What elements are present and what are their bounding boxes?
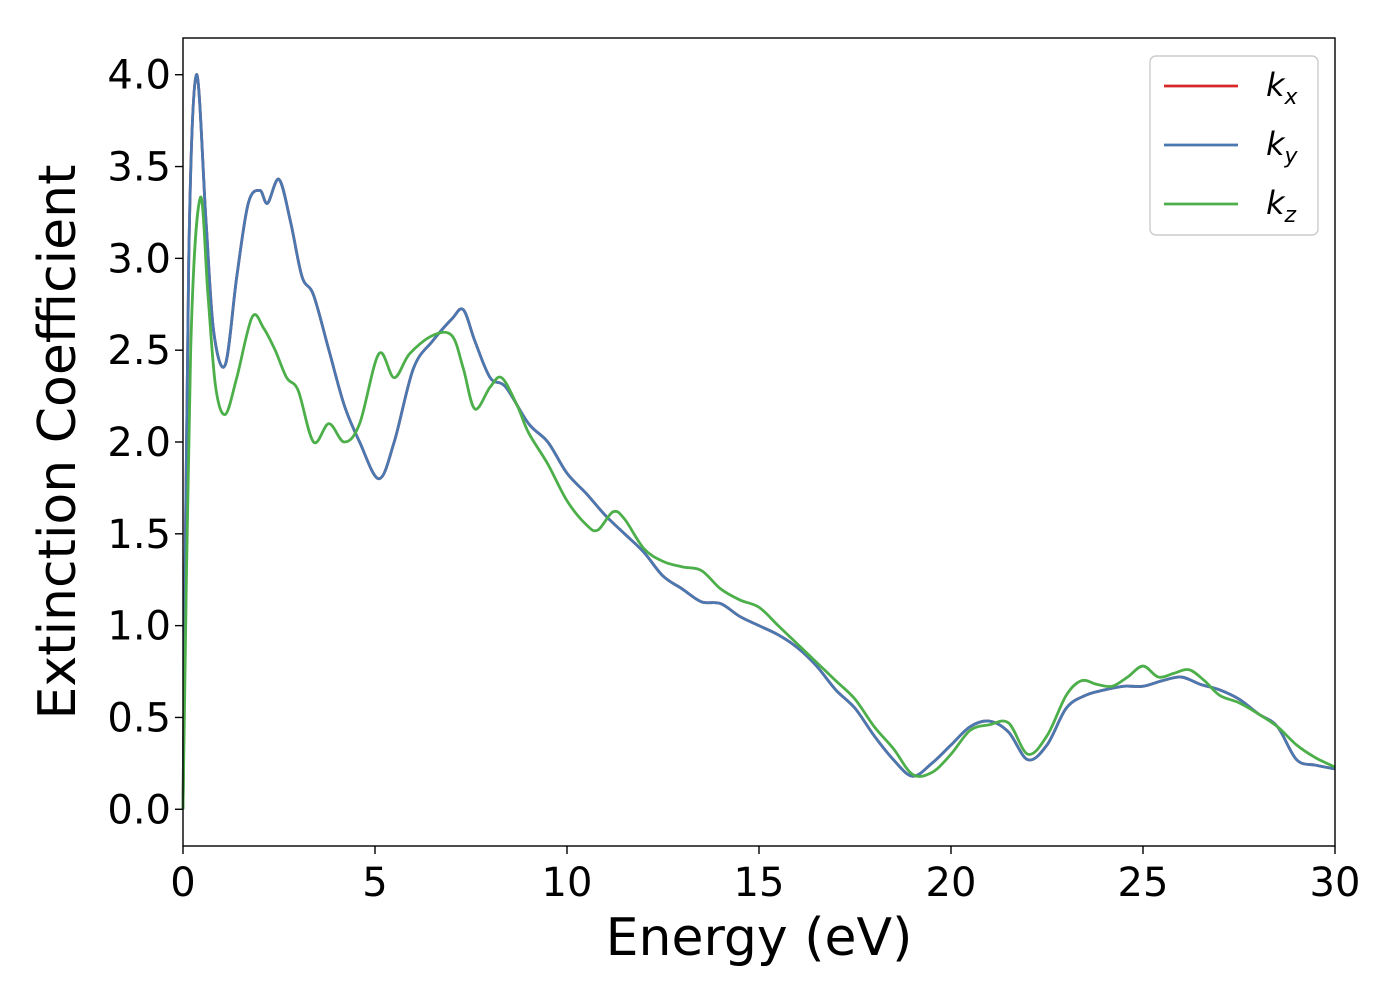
x-tick-label: 20 <box>926 860 977 906</box>
legend: kx ky kz <box>1149 55 1319 236</box>
y-tick-label: 0.0 <box>107 787 171 833</box>
y-tick-label: 2.5 <box>107 328 171 374</box>
plot-background <box>183 38 1335 846</box>
x-axis: 0 5 10 15 20 25 30 <box>170 846 1360 906</box>
y-tick-label: 0.5 <box>107 695 171 741</box>
x-tick-label: 25 <box>1118 860 1169 906</box>
y-tick-label: 2.0 <box>107 420 171 466</box>
y-tick-label: 1.5 <box>107 512 171 558</box>
y-axis-label: Extinction Coefficient <box>28 165 88 720</box>
y-tick-label: 1.0 <box>107 604 171 650</box>
x-tick-label: 30 <box>1310 860 1361 906</box>
x-axis-label: Energy (eV) <box>606 908 913 968</box>
legend-label-kz: kz <box>1266 184 1297 228</box>
y-axis: 0.0 0.5 1.0 1.5 2.0 2.5 3.0 3.5 4.0 <box>107 53 183 833</box>
series-line-ky <box>181 73 1336 810</box>
y-tick-label: 3.5 <box>107 145 171 191</box>
x-tick-label: 5 <box>362 860 387 906</box>
legend-label-kx: kx <box>1266 66 1299 110</box>
legend-label-ky: ky <box>1266 125 1299 169</box>
x-tick-label: 15 <box>734 860 785 906</box>
x-tick-label: 0 <box>170 860 195 906</box>
y-tick-label: 4.0 <box>107 53 171 99</box>
x-tick-label: 10 <box>542 860 593 906</box>
series-layer <box>181 73 1336 810</box>
series-line-kz <box>181 195 1336 810</box>
y-tick-label: 3.0 <box>107 236 171 282</box>
